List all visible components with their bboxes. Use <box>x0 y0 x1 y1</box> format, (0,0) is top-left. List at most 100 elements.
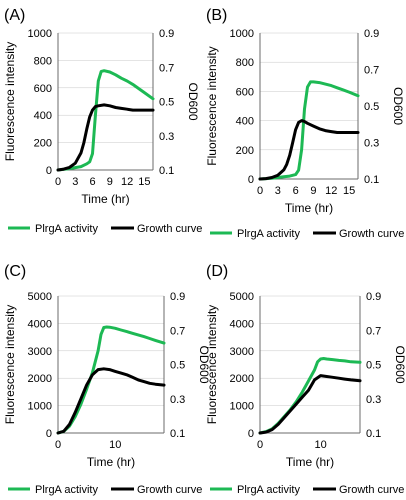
activity-point <box>108 326 110 328</box>
x-axis-title: Time (hr) <box>81 192 129 206</box>
activity-point <box>318 81 320 83</box>
x-tick-label: 0 <box>55 176 61 188</box>
growth-point <box>271 428 273 430</box>
legend-growth-label: Growth curve <box>339 484 404 496</box>
activity-point <box>109 71 111 73</box>
y2-tick-label: 0.3 <box>366 394 381 406</box>
y2-tick-label: 0.9 <box>366 291 381 303</box>
panel-label: (D) <box>206 263 228 280</box>
x-tick-label: 3 <box>275 185 281 197</box>
activity-point <box>357 95 359 97</box>
y2-tick-label: 0.1 <box>366 428 381 440</box>
growth-point <box>68 423 70 425</box>
panel-c: (C) 0 1000 2000 3000 4000 5000 0.1 0.3 0.5 0.7 0.9 0… <box>3 263 211 496</box>
growth-curve-line <box>56 367 166 435</box>
y2-axis-title: OD600 <box>197 345 211 383</box>
y-tick-label: 3000 <box>28 346 52 358</box>
growth-curve-line <box>56 103 155 172</box>
activity-point <box>137 87 139 89</box>
panel-label: (B) <box>206 7 227 24</box>
plrga-activity-line <box>258 357 362 435</box>
x-tick-label: 0 <box>55 439 61 451</box>
plrga-activity-line <box>258 80 360 181</box>
activity-point <box>89 161 91 163</box>
growth-point <box>91 374 93 376</box>
activity-point <box>137 334 139 336</box>
y2-axis-title: OD600 <box>391 87 405 125</box>
legend-activity-label: PlrgA activity <box>237 484 300 496</box>
y2-tick-label: 0.7 <box>364 65 379 77</box>
growth-point <box>126 108 128 110</box>
growth-point <box>108 368 110 370</box>
activity-point <box>303 108 305 110</box>
activity-point <box>163 342 165 344</box>
growth-point <box>295 403 297 405</box>
y2-tick-label: 0.9 <box>170 291 185 303</box>
activity-point <box>103 70 105 72</box>
growth-point <box>126 374 128 376</box>
growth-point <box>319 374 321 376</box>
growth-point <box>163 384 165 386</box>
growth-point <box>57 432 59 434</box>
x-tick-label: 10 <box>109 439 121 451</box>
y2-axis-title: OD600 <box>393 345 406 383</box>
y-tick-label: 1000 <box>230 401 254 413</box>
activity-point <box>132 83 134 85</box>
activity-point <box>100 70 102 72</box>
growth-point <box>332 376 334 378</box>
activity-point <box>306 86 308 88</box>
y-tick-label: 1000 <box>28 401 52 413</box>
legend-activity-label: PlrgA activity <box>35 484 98 496</box>
growth-point <box>338 377 340 379</box>
growth-point <box>143 380 145 382</box>
growth-point <box>86 128 88 130</box>
activity-point <box>348 91 350 93</box>
x-tick-label: 0 <box>257 185 263 197</box>
y2-tick-label: 0.5 <box>366 360 381 372</box>
growth-point <box>326 375 328 377</box>
y2-tick-label: 0.5 <box>170 360 185 372</box>
y-tick-label: 200 <box>34 138 52 150</box>
growth-point <box>289 154 291 156</box>
legend-growth-label: Growth curve <box>339 228 404 240</box>
activity-point <box>100 333 102 335</box>
growth-curve-line <box>258 119 360 181</box>
activity-point <box>342 89 344 91</box>
y-tick-label: 0 <box>46 165 52 177</box>
activity-point <box>149 337 151 339</box>
y-tick-label: 1000 <box>230 28 254 40</box>
growth-point <box>318 128 320 130</box>
y2-tick-label: 0.1 <box>364 174 379 186</box>
y-tick-label: 0 <box>248 428 254 440</box>
x-tick-label: 9 <box>310 185 316 197</box>
growth-point <box>114 370 116 372</box>
growth-point <box>294 129 296 131</box>
legend-activity-label: PlrgA activity <box>35 223 98 235</box>
activity-point <box>143 91 145 93</box>
activity-point <box>120 329 122 331</box>
y-tick-label: 600 <box>236 86 254 98</box>
x-tick-label: 6 <box>293 185 299 197</box>
activity-point <box>91 152 93 154</box>
y2-tick-label: 0.7 <box>170 325 185 337</box>
activity-point <box>313 369 315 371</box>
growth-point <box>265 177 267 179</box>
growth-point <box>265 431 267 433</box>
y2-tick-label: 0.5 <box>159 97 174 109</box>
y-tick-label: 3000 <box>230 346 254 358</box>
activity-point <box>316 361 318 363</box>
growth-point <box>307 389 309 391</box>
growth-curve-line <box>258 374 362 435</box>
x-axis-title: Time (hr) <box>87 455 135 469</box>
growth-point <box>300 119 302 121</box>
growth-point <box>120 107 122 109</box>
growth-point <box>286 163 288 165</box>
growth-point <box>91 109 93 111</box>
growth-point <box>271 176 273 178</box>
growth-point <box>103 104 105 106</box>
growth-point <box>344 378 346 380</box>
x-tick-label: 15 <box>343 185 355 197</box>
y-axis-title: Fluorescence intensity <box>3 42 17 161</box>
activity-point <box>97 80 99 82</box>
